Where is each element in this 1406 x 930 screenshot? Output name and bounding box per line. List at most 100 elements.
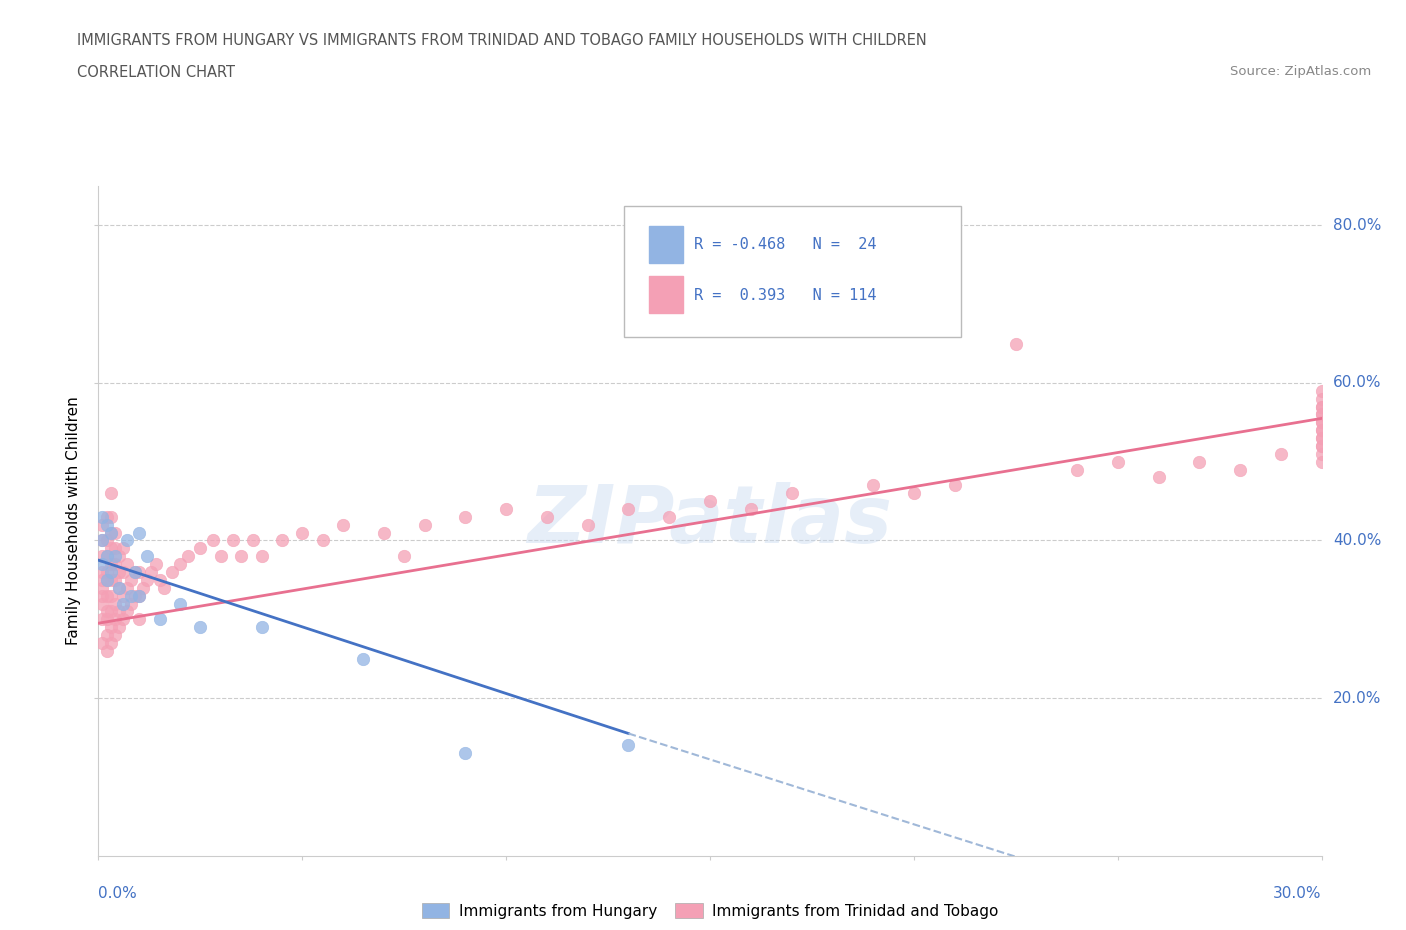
Point [1310,431,1333,445]
Point [104,557,127,572]
Point [104,628,127,643]
Point [96,565,118,579]
Point [1310,383,1333,398]
Point [617,737,640,752]
Point [120,596,142,611]
Point [104,612,127,627]
Point [1004,336,1026,351]
Bar [648,226,683,263]
Point [104,549,127,564]
Point [1188,454,1211,469]
Point [373,525,395,540]
Point [1310,431,1333,445]
Point [91,510,114,525]
Point [780,485,803,500]
Point [100,588,122,603]
Point [91,580,114,595]
Point [100,510,122,525]
Point [128,588,150,603]
Point [1310,423,1333,438]
Point [120,588,142,603]
Text: ZIPatlas: ZIPatlas [527,482,893,560]
Point [96,612,118,627]
Point [352,651,374,666]
Point [1107,454,1129,469]
Text: 40.0%: 40.0% [1333,533,1381,548]
Point [124,588,146,603]
Text: CORRELATION CHART: CORRELATION CHART [77,65,235,80]
Point [100,565,122,579]
Text: IMMIGRANTS FROM HUNGARY VS IMMIGRANTS FROM TRINIDAD AND TOBAGO FAMILY HOUSEHOLDS: IMMIGRANTS FROM HUNGARY VS IMMIGRANTS FR… [77,33,927,47]
Point [862,478,884,493]
Point [111,565,134,579]
Point [108,604,131,618]
Y-axis label: Family Households with Children: Family Households with Children [66,396,82,645]
Point [115,557,138,572]
FancyBboxPatch shape [624,206,960,337]
Point [104,596,127,611]
Point [1310,399,1333,414]
Point [242,533,264,548]
Point [100,619,122,634]
Point [91,612,114,627]
Point [111,541,134,556]
Point [115,533,138,548]
Point [100,604,122,618]
Point [270,533,294,548]
Point [96,510,118,525]
Point [111,596,134,611]
Point [115,580,138,595]
Point [100,525,122,540]
Point [104,541,127,556]
Point [100,541,122,556]
Point [128,588,150,603]
Point [100,525,122,540]
Point [222,533,245,548]
Point [104,525,127,540]
Point [96,549,118,564]
Point [96,549,118,564]
Point [740,501,762,516]
Text: R = -0.468   N =  24: R = -0.468 N = 24 [695,237,876,252]
Point [250,549,273,564]
Point [188,541,212,556]
Point [454,510,477,525]
Point [1310,423,1333,438]
Point [392,549,416,564]
Point [1229,462,1251,477]
Point [169,596,191,611]
Point [1310,439,1333,454]
Point [413,517,436,532]
Point [96,533,118,548]
Point [91,533,114,548]
Point [108,580,131,595]
Point [312,533,335,548]
Point [141,565,163,579]
Text: Source: ZipAtlas.com: Source: ZipAtlas.com [1230,65,1371,78]
Point [1310,399,1333,414]
Point [152,580,174,595]
Point [108,580,131,595]
Point [128,565,150,579]
Point [100,573,122,588]
Point [108,549,131,564]
Point [1310,407,1333,422]
Text: R =  0.393   N = 114: R = 0.393 N = 114 [695,287,876,302]
Point [209,549,232,564]
Point [115,604,138,618]
Point [250,619,273,634]
Text: 0.0%: 0.0% [98,886,138,901]
Point [454,746,477,761]
Point [128,612,150,627]
Point [100,557,122,572]
Point [91,596,114,611]
Point [943,478,966,493]
Point [108,619,131,634]
Point [100,485,122,500]
Point [120,573,142,588]
Point [104,573,127,588]
Point [177,549,200,564]
Point [149,612,172,627]
Legend: Immigrants from Hungary, Immigrants from Trinidad and Tobago: Immigrants from Hungary, Immigrants from… [416,897,1004,925]
Point [91,635,114,650]
